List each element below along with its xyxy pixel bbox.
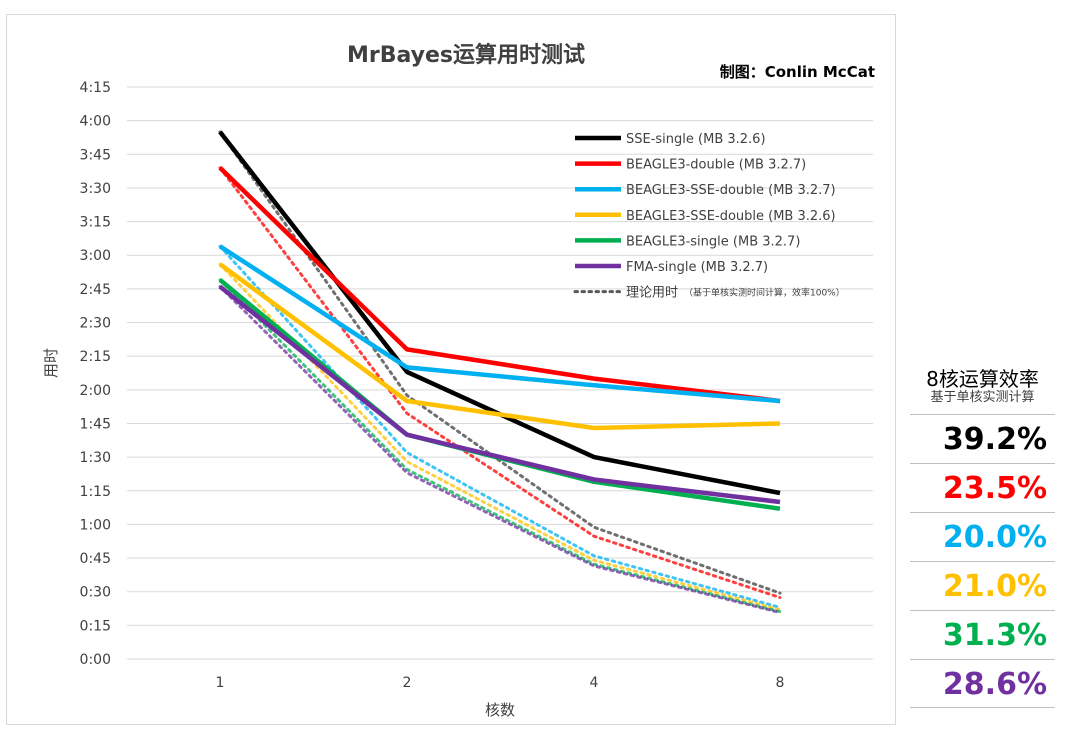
efficiency-value: 21.0%: [910, 561, 1055, 610]
theory-line: [218, 244, 782, 609]
legend-label: BEAGLE3-double (MB 3.2.7): [626, 158, 806, 173]
chart-title: MrBayes运算用时测试: [347, 42, 585, 68]
legend-label: FMA-single (MB 3.2.7): [626, 260, 768, 275]
y-tick-label: 0:45: [80, 551, 111, 567]
chart-frame: MrBayes运算用时测试 制图：Conlin McCat 0:00 0:15 0:…: [6, 14, 896, 725]
y-tick-label: 1:30: [80, 450, 111, 466]
line-chart: MrBayes运算用时测试 制图：Conlin McCat 0:000:150:…: [42, 42, 875, 719]
efficiency-value: 23.5%: [910, 463, 1055, 512]
gridlines: [127, 86, 873, 660]
chart-credit: 制图：Conlin McCat: [720, 63, 875, 81]
legend-label: BEAGLE3-SSE-double (MB 3.2.7): [626, 183, 836, 198]
series-line: [218, 284, 781, 505]
x-tick-label: 4: [590, 675, 599, 691]
efficiency-rows: 39.2% 23.5% 20.0% 21.0% 31.3% 28.6%: [910, 414, 1055, 708]
y-tick-label: 1:00: [80, 517, 111, 533]
y-tick-label: 0:15: [80, 618, 111, 634]
efficiency-subtitle: 基于单核实测计算: [930, 390, 1035, 405]
legend-label: BEAGLE3-SSE-double (MB 3.2.6): [626, 209, 836, 224]
y-tick-label: 2:45: [80, 282, 111, 298]
y-tick-label: 0:00: [80, 652, 111, 668]
series-line: [218, 262, 781, 431]
theory-line: [218, 285, 782, 614]
y-tick-label: 2:15: [80, 349, 111, 365]
y-tick-label: 4:15: [80, 80, 111, 96]
y-tick-label: 2:00: [80, 383, 111, 399]
theory-line: [218, 166, 782, 599]
efficiency-value: 28.6%: [910, 659, 1055, 708]
y-tick-label: 1:45: [80, 416, 111, 432]
x-tick-label: 8: [776, 675, 785, 691]
y-tick-label: 2:30: [80, 316, 111, 332]
theory-lines: [218, 130, 782, 614]
efficiency-value: 20.0%: [910, 512, 1055, 561]
y-tick-label: 3:00: [80, 248, 111, 264]
y-tick-label: 3:30: [80, 181, 111, 197]
series-line: [218, 166, 781, 404]
legend-label: BEAGLE3-single (MB 3.2.7): [626, 234, 800, 249]
y-tick-label: 3:15: [80, 215, 111, 231]
efficiency-value: 31.3%: [910, 610, 1055, 659]
efficiency-title: 8核运算效率: [926, 367, 1039, 391]
y-tick-label: 1:15: [80, 484, 111, 500]
y-axis-title: 用时: [42, 348, 60, 378]
series-line: [218, 244, 781, 404]
y-tick-labels: 0:00 0:15 0:30 0:45 1:00 1:15 1:30 1:45 2:00 2:15…: [80, 80, 111, 668]
legend-note-theory: （基于单核实测时间计算，效率100%）: [684, 287, 845, 299]
x-axis-title: 核数: [485, 701, 515, 719]
series-lines: [218, 130, 781, 511]
y-tick-label: 3:45: [80, 147, 111, 163]
theory-line: [218, 130, 782, 595]
x-tick-label: 1: [216, 675, 225, 691]
y-tick-label: 0:30: [80, 585, 111, 601]
legend-label-theory: 理论用时: [626, 286, 678, 301]
legend-label: SSE-single (MB 3.2.6): [626, 132, 766, 147]
x-tick-label: 2: [403, 675, 412, 691]
x-tick-labels: 1 2 4 8: [216, 675, 785, 691]
theory-line: [218, 278, 782, 614]
legend: SSE-single (MB 3.2.6) BEAGLE3-double (MB …: [573, 132, 845, 301]
efficiency-value: 39.2%: [910, 414, 1055, 463]
efficiency-panel: 8核运算效率 基于单核实测计算 39.2% 23.5% 20.0% 21.0% 31.3…: [910, 368, 1055, 708]
y-tick-label: 4:00: [80, 114, 111, 130]
